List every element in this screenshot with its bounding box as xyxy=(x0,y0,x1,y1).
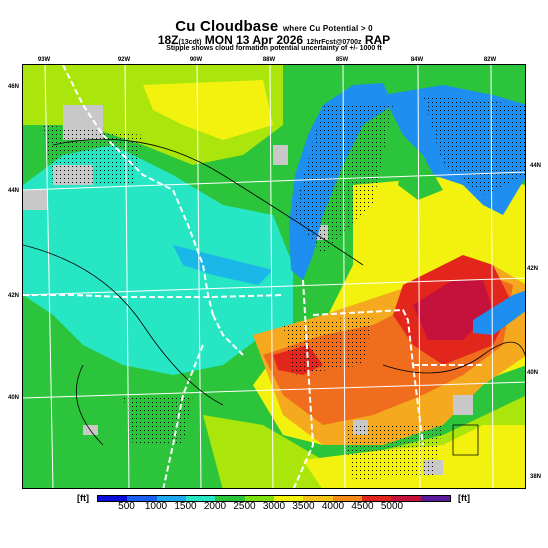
legend-swatch xyxy=(244,496,274,501)
legend-swatch xyxy=(98,496,128,501)
lake-erie xyxy=(473,290,525,335)
lon-label-93w: 93W xyxy=(37,57,51,63)
stipple-area xyxy=(343,425,443,480)
lon-label-85w: 85W xyxy=(335,57,349,63)
legend-swatch xyxy=(156,496,186,501)
lon-label-88w: 88W xyxy=(262,57,276,63)
legend-tick-label: 4500 xyxy=(351,501,374,512)
legend-tick-label: 1000 xyxy=(144,501,168,512)
lat-label-46n: 46N xyxy=(8,84,20,90)
local-time: (13cdt) xyxy=(178,39,202,46)
legend-swatch xyxy=(185,496,216,501)
lat-label-44n: 44N xyxy=(8,188,20,194)
legend-swatch xyxy=(361,496,392,501)
missing-patch xyxy=(453,395,473,415)
title-text: Cu Cloudbase xyxy=(175,18,279,35)
legend-tick-label: 500 xyxy=(118,501,135,512)
legend-tick-label: 2500 xyxy=(233,501,256,512)
forecast-info: 12hrFcst@0700z xyxy=(306,39,362,46)
legend-tick-label: 3500 xyxy=(292,501,315,512)
legend-swatch xyxy=(391,496,421,501)
title-subtext: where Cu Potential > 0 xyxy=(282,24,373,33)
lon-label-84w: 84W xyxy=(410,57,424,63)
date-line: 18Z(13cdt) MON 13 Apr 2026 12hrFcst@0700… xyxy=(0,33,548,47)
stipple-area xyxy=(423,95,525,195)
legend-swatch xyxy=(303,496,333,501)
stipple-note: Stipple shows cloud formation potential … xyxy=(166,45,382,52)
contour-lines xyxy=(23,138,525,456)
stipple-area xyxy=(123,395,193,445)
lon-label-92w: 92W xyxy=(117,57,131,63)
legend-tick-label: 4000 xyxy=(321,501,345,512)
lat-label-right-42n: 42N xyxy=(527,266,539,272)
lat-label-42n: 42N xyxy=(8,293,20,299)
lat-label-40n: 40N xyxy=(8,395,20,401)
valid-time: 18Z xyxy=(157,33,179,47)
legend-swatch xyxy=(420,496,450,501)
lake-huron-saginaw xyxy=(398,160,443,200)
lon-label-82w: 82W xyxy=(483,57,497,63)
legend-swatch xyxy=(127,496,157,501)
valid-date: MON 13 Apr 2026 xyxy=(204,33,304,47)
legend-swatch xyxy=(332,496,362,501)
field-yellow-north xyxy=(143,80,273,140)
field-lightblue xyxy=(173,245,273,285)
map-title: Cu Cloudbase where Cu Potential > 0 xyxy=(0,18,548,35)
state-borders xyxy=(23,65,483,488)
lat-label-right-40n: 40N xyxy=(527,370,539,376)
stipple-area xyxy=(293,105,393,255)
legend-tick-label: 5000 xyxy=(380,501,404,512)
missing-patch xyxy=(273,145,288,165)
missing-patch xyxy=(23,190,48,210)
field-teal xyxy=(23,145,293,375)
stipple-area xyxy=(43,125,143,185)
legend-swatch xyxy=(273,496,304,501)
unit-label-left: [ft] xyxy=(77,493,89,503)
color-legend-bar xyxy=(97,495,451,502)
unit-label-right: [ft] xyxy=(458,493,470,503)
lat-label-right-44n: 44N xyxy=(530,163,542,169)
cloudbase-map xyxy=(22,64,526,489)
color-legend-labels: 500 1000 1500 2000 2500 3000 3500 4000 4500 5000 xyxy=(97,501,451,515)
map-canvas xyxy=(23,65,525,488)
lat-lon-grid xyxy=(23,65,525,488)
legend-tick-label: 1500 xyxy=(174,501,197,512)
legend-tick-label: 2000 xyxy=(203,501,227,512)
legend-swatch xyxy=(215,496,245,501)
model-name: RAP xyxy=(364,33,391,47)
legend-tick-label: 3000 xyxy=(262,501,286,512)
lon-label-90w: 90W xyxy=(189,57,203,63)
lat-label-right-38n: 38N xyxy=(530,474,542,480)
